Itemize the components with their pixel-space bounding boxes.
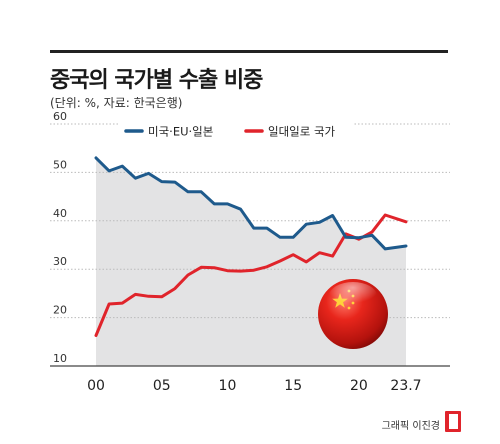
y-tick-label: 10 [53, 352, 67, 365]
y-tick-label: 50 [53, 158, 67, 171]
y-tick-label: 60 [53, 110, 67, 123]
legend-box [118, 121, 354, 141]
top-rule [50, 50, 448, 53]
chart-title: 중국의 국가별 수출 비중 [50, 68, 263, 93]
series-line [94, 213, 408, 337]
x-tick-label: 15 [284, 378, 302, 394]
legend-label: 미국·EU·일본 [148, 125, 213, 139]
series-line [94, 156, 408, 251]
x-tick-label: 20 [350, 378, 368, 394]
china-flag-icon [318, 279, 388, 349]
x-tick-label: 05 [153, 378, 171, 394]
y-tick-label: 40 [53, 207, 67, 220]
legend-label: 일대일로 국가 [268, 125, 336, 139]
credit-text: 그래픽 이진경 [381, 421, 440, 432]
x-tick-label: 00 [87, 378, 105, 394]
x-tick-label: 10 [219, 378, 237, 394]
y-tick-label: 20 [53, 304, 67, 317]
y-tick-label: 30 [53, 255, 67, 268]
publisher-logo-icon [445, 411, 461, 432]
chart-subtitle: (단위: %, 자료: 한국은행) [50, 96, 183, 110]
x-tick-label: 23.7 [390, 378, 421, 394]
